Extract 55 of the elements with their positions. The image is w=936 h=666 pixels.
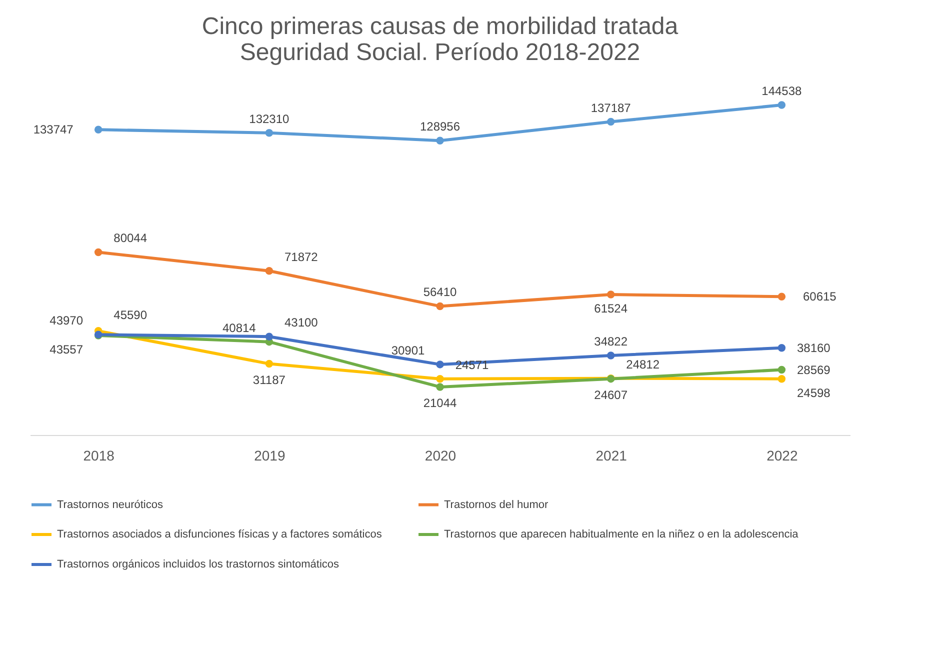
data-label: 61524 — [594, 302, 628, 316]
x-tick-label: 2022 — [766, 448, 798, 464]
data-label: 21044 — [423, 396, 458, 410]
point — [94, 126, 102, 134]
data-label: 80044 — [114, 231, 148, 246]
data-label: 24812 — [626, 357, 660, 372]
data-label: 132310 — [249, 112, 290, 126]
point — [265, 360, 274, 368]
point — [436, 136, 444, 144]
data-label: 30901 — [391, 343, 426, 358]
point — [436, 302, 444, 310]
data-label: 28569 — [796, 362, 831, 377]
data-label: 56410 — [423, 285, 458, 300]
chart-subtitle: Seguridad Social. Período 2018-2022 — [240, 39, 640, 66]
data-label: 43557 — [50, 342, 84, 357]
x-tick-label: 2021 — [596, 448, 628, 464]
data-label: 137187 — [590, 100, 632, 115]
legend-label: Trastornos neuróticos — [57, 498, 164, 511]
data-label: 40814 — [222, 320, 256, 335]
point — [778, 101, 786, 109]
point — [265, 332, 274, 340]
data-label: 71872 — [284, 250, 318, 264]
legend-label: Trastornos orgánicos incluidos los trastornos sintomáticos — [57, 558, 340, 570]
legend-label: Trastornos del humor — [444, 498, 548, 511]
point — [778, 374, 786, 383]
point — [778, 366, 786, 374]
point — [436, 375, 444, 383]
x-tick-label: 2019 — [254, 448, 286, 464]
data-label: 38160 — [796, 340, 831, 355]
point — [778, 292, 786, 300]
point — [606, 352, 615, 360]
chart-title: Cinco primeras causas de morbilidad tratada — [202, 13, 679, 40]
legend-label: Trastornos asociados a disfunciones físicas y a factores somáticos — [57, 528, 382, 540]
point — [265, 267, 274, 275]
point — [606, 118, 615, 126]
data-label: 144538 — [762, 84, 802, 98]
point — [606, 290, 615, 298]
data-label: 128956 — [420, 120, 460, 134]
data-label: 24607 — [594, 388, 628, 402]
data-label: 60615 — [802, 290, 837, 304]
point — [436, 360, 444, 368]
point — [94, 248, 102, 256]
data-label: 45590 — [114, 308, 148, 322]
legend-label: Trastornos que aparecen habitualmente en la niñez o en la adolescencia — [444, 528, 800, 540]
point — [265, 129, 274, 137]
x-tick-label: 2018 — [83, 448, 115, 464]
data-label: 133747 — [33, 122, 74, 137]
point — [778, 344, 786, 352]
point — [436, 383, 444, 391]
data-label: 43970 — [50, 314, 84, 328]
data-label: 31187 — [252, 372, 286, 387]
data-label: 43100 — [284, 316, 318, 330]
x-tick-label: 2020 — [424, 448, 456, 464]
data-label: 34822 — [594, 334, 628, 348]
data-label: 24598 — [796, 386, 831, 400]
